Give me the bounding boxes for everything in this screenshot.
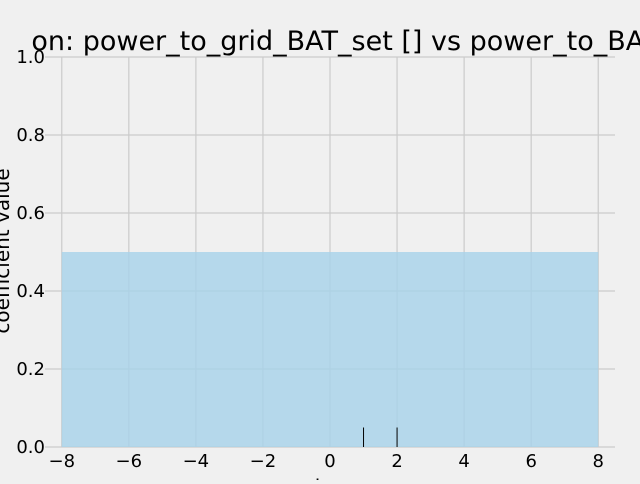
x-tick-label: −8 [48, 451, 75, 472]
y-tick-label: 0.6 [16, 203, 45, 224]
y-tick-label: 1.0 [16, 47, 45, 68]
chart-title: on: power_to_grid_BAT_set [] vs power_to… [31, 26, 640, 57]
confidence-band [61, 252, 599, 447]
y-tick-label: 0.8 [16, 125, 45, 146]
y-axis-label: coefficient value [0, 168, 14, 333]
x-tick-label: 6 [525, 451, 536, 472]
band-layer [61, 252, 599, 447]
y-tick-label: 0.4 [16, 281, 45, 302]
x-tick-label: −2 [250, 451, 277, 472]
x-axis-label: lag [315, 475, 346, 480]
x-tick-label: 8 [593, 451, 604, 472]
x-tick-label: 2 [391, 451, 402, 472]
x-tick-label: 0 [324, 451, 335, 472]
stem-layer [363, 427, 398, 447]
x-tick-label: −4 [183, 451, 210, 472]
y-tick-label: 0.0 [16, 437, 45, 458]
y-tick-label: 0.2 [16, 359, 45, 380]
x-tick-label: −6 [116, 451, 143, 472]
tick-layer: −8 −6 −4 −2 0 2 4 6 8 0.0 0.2 0.4 0.6 0.8 1.0 [16, 47, 604, 472]
x-tick-label: 4 [458, 451, 469, 472]
